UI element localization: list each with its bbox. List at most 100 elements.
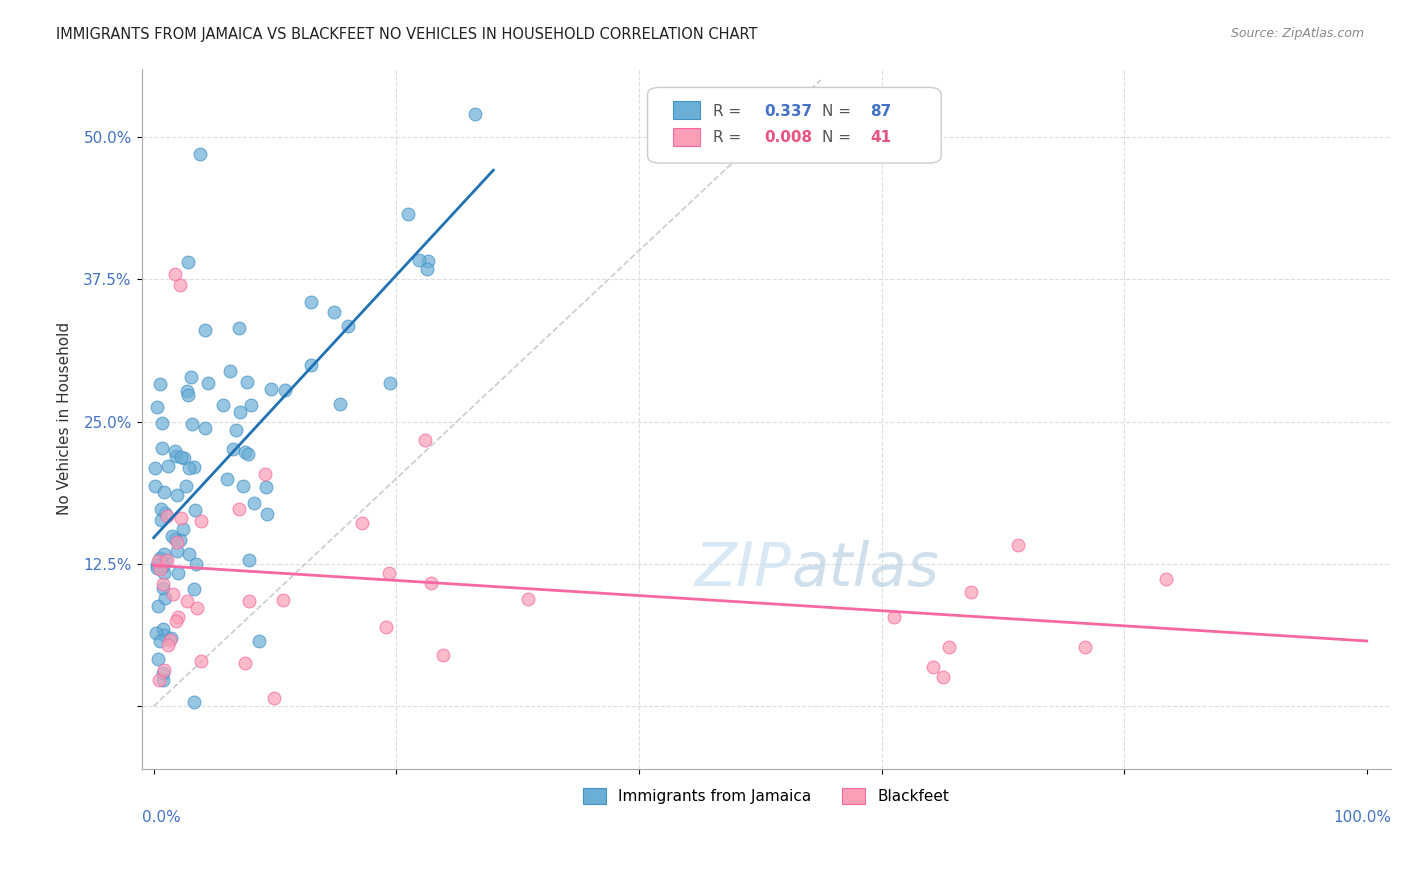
Text: R =: R = <box>713 104 745 120</box>
Point <box>166 566 188 581</box>
Point <box>157 638 180 652</box>
Point <box>150 417 173 431</box>
Text: N =: N = <box>823 129 856 145</box>
Point <box>242 496 264 510</box>
Point <box>176 255 198 269</box>
Point <box>183 582 205 596</box>
Point <box>236 375 259 389</box>
Point <box>222 442 245 456</box>
Point <box>184 557 207 571</box>
Point <box>194 421 217 435</box>
Point <box>170 511 193 525</box>
Point <box>254 467 277 481</box>
Y-axis label: No Vehicles in Household: No Vehicles in Household <box>58 322 72 516</box>
Text: atlas: atlas <box>792 540 939 599</box>
Point <box>236 447 259 461</box>
Point <box>233 444 256 458</box>
Point <box>152 623 174 637</box>
Point <box>149 562 172 576</box>
Point <box>155 591 177 606</box>
Point <box>883 609 905 624</box>
Point <box>1074 640 1097 654</box>
Point <box>166 535 188 549</box>
Text: R =: R = <box>713 129 745 145</box>
Point <box>256 507 278 521</box>
Point <box>413 433 436 447</box>
Text: Source: ZipAtlas.com: Source: ZipAtlas.com <box>1230 27 1364 40</box>
Point <box>153 485 176 500</box>
Point <box>179 370 201 384</box>
Legend: Immigrants from Jamaica, Blackfeet: Immigrants from Jamaica, Blackfeet <box>578 782 955 810</box>
Point <box>156 553 179 567</box>
Point <box>162 587 184 601</box>
Point <box>152 673 174 688</box>
Point <box>938 640 960 655</box>
Point <box>149 501 172 516</box>
Point <box>212 398 235 412</box>
Point <box>166 610 188 624</box>
Point <box>153 663 176 677</box>
Text: 87: 87 <box>870 104 891 120</box>
Point <box>378 566 401 581</box>
FancyBboxPatch shape <box>648 87 941 163</box>
Point <box>184 502 207 516</box>
FancyBboxPatch shape <box>672 101 700 119</box>
Text: IMMIGRANTS FROM JAMAICA VS BLACKFEET NO VEHICLES IN HOUSEHOLD CORRELATION CHART: IMMIGRANTS FROM JAMAICA VS BLACKFEET NO … <box>56 27 758 42</box>
Point <box>1156 572 1178 586</box>
Point <box>183 460 205 475</box>
Point <box>921 659 943 673</box>
Text: N =: N = <box>823 104 856 120</box>
Point <box>160 631 183 645</box>
Point <box>218 364 240 378</box>
Text: 100.0%: 100.0% <box>1333 810 1391 824</box>
Point <box>186 601 208 615</box>
Point <box>146 560 169 574</box>
Point <box>176 384 198 398</box>
Text: ZIP: ZIP <box>695 540 792 599</box>
Point <box>322 305 344 319</box>
Point <box>932 670 955 684</box>
Point <box>960 585 983 599</box>
Point <box>238 553 260 567</box>
Point <box>166 488 188 502</box>
Point <box>152 559 174 574</box>
Point <box>183 695 205 709</box>
Point <box>153 547 176 561</box>
FancyBboxPatch shape <box>672 128 700 146</box>
Point <box>228 321 250 335</box>
Point <box>160 529 183 543</box>
Point <box>146 599 169 613</box>
Point <box>329 397 352 411</box>
Point <box>408 252 430 267</box>
Point <box>418 254 440 268</box>
Point <box>176 594 198 608</box>
Point <box>150 513 173 527</box>
Text: 0.0%: 0.0% <box>142 810 180 824</box>
Point <box>233 656 256 670</box>
Point <box>143 461 166 475</box>
Point <box>375 620 398 634</box>
Point <box>152 665 174 680</box>
Point <box>378 376 401 390</box>
Point <box>149 376 172 391</box>
Point <box>165 267 187 281</box>
Point <box>172 523 194 537</box>
Point <box>194 323 217 337</box>
Point <box>146 558 169 573</box>
Point <box>188 147 211 161</box>
Point <box>174 479 197 493</box>
Point <box>263 691 285 706</box>
Point <box>181 417 204 431</box>
Point <box>232 479 254 493</box>
Point <box>517 591 540 606</box>
Point <box>146 554 169 568</box>
Point <box>299 358 322 372</box>
Point <box>177 460 200 475</box>
Point <box>153 553 176 567</box>
Point <box>225 424 247 438</box>
Point <box>169 277 191 292</box>
Point <box>146 652 169 666</box>
Point <box>396 206 419 220</box>
Point <box>165 444 187 458</box>
Text: 0.008: 0.008 <box>763 129 811 145</box>
